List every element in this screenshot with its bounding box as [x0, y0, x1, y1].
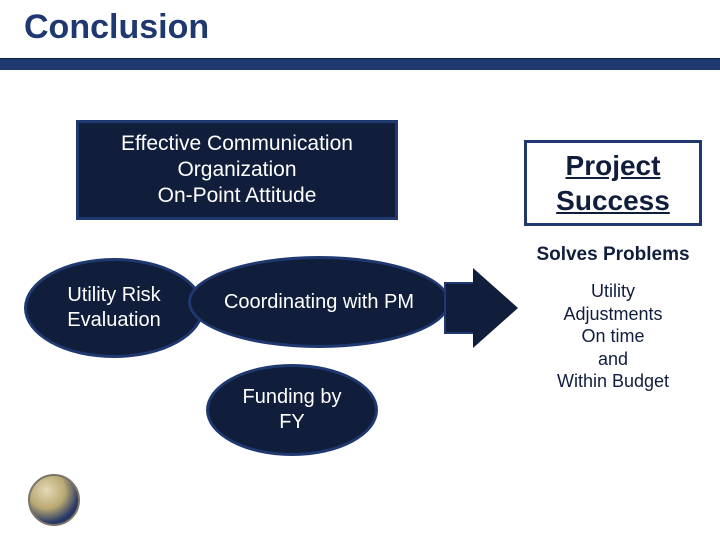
result-column: Project Success Solves Problems Utility … [524, 140, 702, 393]
result-title-1: Project [566, 148, 661, 183]
box-text: Effective Communication Organization On-… [121, 131, 353, 210]
box-line3: On-Point Attitude [121, 183, 353, 209]
result-subtitle: Solves Problems [524, 244, 702, 266]
ellipse1-text: Utility Risk Evaluation [67, 283, 160, 333]
result-body: Utility Adjustments On time and Within B… [524, 280, 702, 393]
ellipse3-text: Funding by FY [243, 385, 342, 435]
result-body-2: Adjustments [524, 303, 702, 326]
ellipse3-line2: FY [243, 410, 342, 435]
box-line1: Effective Communication [121, 131, 353, 157]
result-title-2: Success [556, 183, 670, 218]
arrow-right [444, 268, 518, 348]
box-line2: Organization [121, 157, 353, 183]
effective-communication-box: Effective Communication Organization On-… [76, 120, 398, 220]
funding-fy-ellipse: Funding by FY [206, 364, 378, 456]
slide-title: Conclusion [24, 8, 720, 47]
result-body-4: and [524, 348, 702, 371]
arrow-head-icon [473, 268, 518, 348]
ellipse3-line1: Funding by [243, 385, 342, 410]
ellipse2-text: Coordinating with PM [224, 290, 414, 315]
slide-title-bar: Conclusion [0, 0, 720, 47]
project-success-box: Project Success [524, 140, 702, 226]
utility-risk-ellipse: Utility Risk Evaluation [24, 258, 204, 358]
coordinating-pm-ellipse: Coordinating with PM [188, 256, 450, 348]
ellipse1-line1: Utility Risk [67, 283, 160, 308]
result-body-1: Utility [524, 280, 702, 303]
ellipse1-line2: Evaluation [67, 308, 160, 333]
department-seal-icon [28, 474, 80, 526]
title-underline [0, 58, 720, 70]
arrow-body [444, 282, 473, 334]
result-body-5: Within Budget [524, 370, 702, 393]
result-body-3: On time [524, 325, 702, 348]
